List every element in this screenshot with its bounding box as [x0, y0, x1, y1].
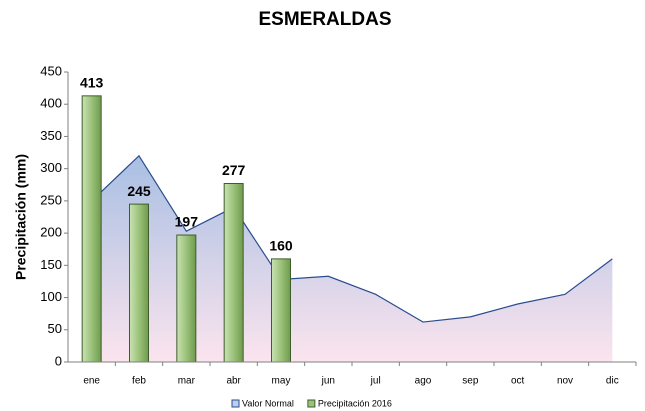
x-tick-label: ago	[415, 376, 432, 387]
x-tick-label: abr	[226, 376, 241, 387]
bar	[223, 182, 244, 363]
y-tick-label: 250	[40, 192, 62, 207]
y-tick-label: 400	[40, 96, 62, 111]
y-tick-label: 450	[40, 63, 62, 78]
x-tick-label: nov	[557, 376, 573, 387]
legend-swatch	[307, 399, 316, 408]
chart-title: ESMERALDAS	[258, 9, 391, 30]
y-tick-label: 150	[40, 257, 62, 272]
x-tick-label: jul	[370, 376, 381, 387]
x-tick-label: feb	[132, 376, 146, 387]
data-label: 277	[222, 162, 246, 178]
bar	[271, 258, 291, 363]
bar	[129, 203, 149, 363]
bar	[176, 234, 197, 363]
legend-label: Valor Normal	[242, 398, 294, 408]
x-tick-label: jun	[321, 376, 335, 387]
x-tick-label: may	[272, 376, 291, 387]
data-label: 160	[269, 238, 293, 254]
x-tick-label: dic	[606, 376, 619, 387]
data-label: 413	[80, 75, 104, 91]
data-label: 197	[175, 214, 199, 230]
data-label: 245	[127, 183, 151, 199]
legend-swatch	[231, 399, 240, 408]
y-tick-label: 50	[48, 321, 62, 336]
x-tick-label: oct	[511, 376, 525, 387]
x-tick-label: mar	[178, 376, 196, 387]
y-tick-label: 200	[40, 225, 62, 240]
y-tick-label: 300	[40, 160, 62, 175]
bar	[81, 95, 102, 363]
area-line	[91, 154, 613, 323]
y-tick-label: 350	[40, 128, 62, 143]
y-axis-label: Precipitación (mm)	[13, 154, 29, 280]
y-tick-label: 0	[55, 353, 62, 368]
x-tick-label: sep	[462, 376, 479, 387]
x-tick-label: ene	[83, 376, 100, 387]
y-tick-label: 100	[40, 289, 62, 304]
area	[91, 155, 613, 362]
legend-label: Precipitación 2016	[318, 398, 392, 408]
